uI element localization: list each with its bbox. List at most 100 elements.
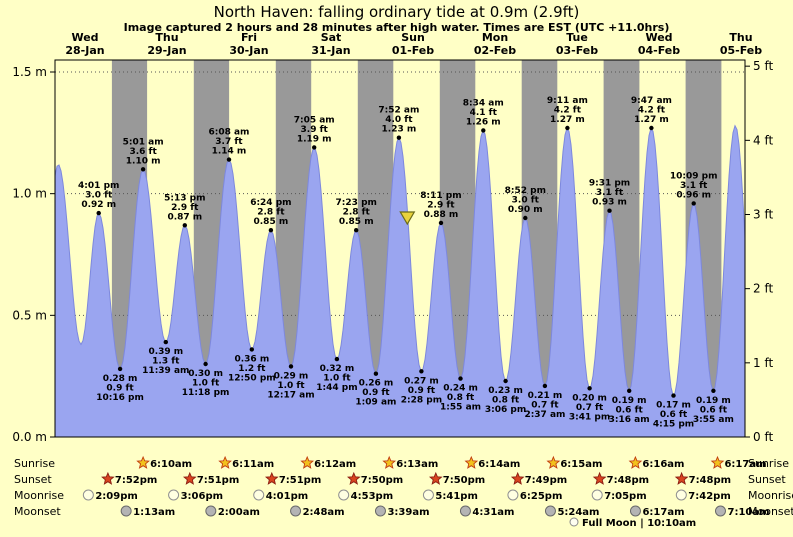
sunrise-star-icon bbox=[136, 455, 150, 469]
low-tide-label-line: 0.6 ft bbox=[700, 405, 728, 415]
sunrise-star-icon bbox=[464, 455, 479, 469]
low-tide-label-line: 12:17 am bbox=[267, 390, 314, 400]
low-tide-label-line: 0.9 ft bbox=[408, 386, 436, 396]
moonrise-moon-icon bbox=[168, 489, 180, 501]
high-tide-label-line: 0.96 m bbox=[676, 190, 711, 200]
tide-extreme-dot bbox=[334, 356, 340, 362]
low-tide-label-line: 3:41 pm bbox=[569, 412, 610, 422]
y-axis-left-label: 0.5 m bbox=[12, 308, 47, 322]
y-axis-right-label: 0 ft bbox=[753, 430, 773, 444]
high-tide-label-line: 0.85 m bbox=[254, 217, 289, 227]
high-tide-label-line: 3.0 ft bbox=[512, 196, 540, 206]
moonset-moon-icon bbox=[120, 505, 132, 517]
tide-area bbox=[55, 125, 745, 437]
astro-time: 7:48pm bbox=[607, 475, 649, 486]
low-tide-label-line: 3:55 am bbox=[693, 415, 734, 425]
tide-extreme-dot bbox=[396, 135, 402, 140]
low-tide-label-line: 0.9 ft bbox=[106, 383, 134, 393]
low-tide-label-line: 1.2 ft bbox=[238, 364, 266, 374]
high-tide-label-line: 1.26 m bbox=[466, 117, 501, 127]
tide-extreme-dot bbox=[312, 145, 317, 150]
sunrise-star-icon bbox=[628, 455, 643, 469]
tide-extreme-dot bbox=[249, 347, 254, 352]
astro-time: 1:13am bbox=[133, 507, 175, 518]
high-tide-label-line: 7:52 am bbox=[378, 106, 419, 116]
day-label-weekday: Wed bbox=[71, 31, 98, 44]
astro-row-label-left: Moonset bbox=[14, 505, 61, 518]
tide-extreme-dot bbox=[438, 220, 444, 226]
y-axis-right-label: 2 ft bbox=[753, 282, 773, 296]
tide-extreme-dot bbox=[523, 215, 528, 221]
high-tide-label-line: 3.6 ft bbox=[129, 147, 157, 157]
tide-extreme-dot bbox=[163, 339, 168, 345]
high-tide-label-line: 1.14 m bbox=[212, 147, 247, 157]
day-label-weekday: Tue bbox=[566, 31, 588, 44]
moonset-moon-icon bbox=[714, 505, 726, 517]
plot-frame bbox=[54, 59, 746, 438]
astro-time: 7:48pm bbox=[689, 475, 731, 486]
astro-time: 6:16am bbox=[642, 459, 684, 470]
moonset-moon-icon bbox=[459, 505, 471, 517]
low-tide-label-line: 0.9 ft bbox=[362, 388, 390, 398]
moonrise-moon-icon bbox=[591, 489, 603, 501]
moonrise-moon-icon bbox=[82, 489, 94, 501]
high-tide-label-line: 8:52 pm bbox=[505, 186, 546, 196]
tide-extreme-dot bbox=[182, 223, 187, 228]
low-tide-label-line: 0.32 m bbox=[320, 364, 355, 374]
tide-extreme-dot bbox=[627, 388, 632, 393]
low-tide-label-line: 0.17 m bbox=[656, 401, 691, 411]
y-axis-left-label: 0.0 m bbox=[12, 430, 47, 444]
high-tide-label-line: 10:09 pm bbox=[670, 171, 718, 181]
high-tide-label-line: 4.0 ft bbox=[385, 115, 413, 125]
high-tide-label-line: 3.9 ft bbox=[301, 125, 329, 135]
low-tide-label-line: 0.20 m bbox=[572, 393, 607, 403]
sunrise-star-icon bbox=[710, 455, 725, 469]
high-tide-label-line: 7:23 pm bbox=[336, 198, 377, 208]
moonset-moon-icon bbox=[205, 505, 217, 517]
tide-extreme-dot bbox=[226, 157, 232, 162]
astro-time: 7:52pm bbox=[115, 475, 157, 486]
astro-time: 3:06pm bbox=[181, 491, 223, 502]
low-tide-label-line: 0.36 m bbox=[234, 354, 269, 364]
moon-phase-note: Full Moon | 10:10am bbox=[582, 518, 696, 529]
tide-extreme-dot bbox=[117, 366, 123, 372]
tide-extreme-dot bbox=[587, 386, 592, 391]
low-tide-label-line: 1:55 am bbox=[440, 403, 481, 413]
low-tide-label-line: 1:09 am bbox=[355, 398, 396, 408]
tide-extreme-dot bbox=[373, 371, 379, 376]
y-axis-right-label: 5 ft bbox=[753, 59, 773, 73]
tide-extreme-dot bbox=[288, 364, 294, 369]
sunrise-star-icon bbox=[546, 455, 561, 469]
low-tide-label-line: 3:16 am bbox=[609, 415, 650, 425]
low-tide-label-line: 4:15 pm bbox=[653, 420, 694, 430]
low-tide-label-line: 0.30 m bbox=[188, 369, 223, 379]
high-tide-label-line: 4.2 ft bbox=[554, 105, 582, 115]
day-label-date: 02-Feb bbox=[474, 44, 516, 57]
day-label-weekday: Thu bbox=[729, 31, 752, 44]
day-label-weekday: Sat bbox=[321, 31, 342, 44]
tide-extreme-dot bbox=[140, 167, 146, 172]
astro-time: 7:50pm bbox=[443, 475, 485, 486]
low-tide-label-line: 0.8 ft bbox=[447, 393, 475, 403]
low-tide-label-line: 0.6 ft bbox=[660, 410, 688, 420]
tide-extreme-dot bbox=[503, 378, 508, 384]
moonset-moon-icon bbox=[290, 505, 302, 517]
high-tide-label-line: 2.9 ft bbox=[171, 203, 199, 213]
y-axis-right-label: 4 ft bbox=[753, 133, 773, 147]
astro-row-label-left: Moonrise bbox=[14, 489, 64, 502]
astro-time: 6:10am bbox=[150, 459, 192, 470]
low-tide-label-line: 0.8 ft bbox=[492, 396, 520, 406]
low-tide-label-line: 1.3 ft bbox=[152, 357, 180, 367]
day-label-weekday: Mon bbox=[482, 31, 508, 44]
astro-time: 3:39am bbox=[387, 507, 429, 518]
high-tide-label-line: 0.87 m bbox=[167, 212, 202, 222]
high-tide-label-line: 0.90 m bbox=[508, 205, 543, 215]
low-tide-label-line: 0.7 ft bbox=[576, 403, 604, 413]
high-tide-label-line: 3.0 ft bbox=[85, 191, 113, 201]
astro-row-label-right: Sunrise bbox=[748, 457, 789, 470]
high-tide-label-line: 9:47 am bbox=[631, 96, 672, 106]
low-tide-label-line: 0.27 m bbox=[404, 376, 439, 386]
astro-time: 7:51pm bbox=[279, 475, 321, 486]
low-tide-label-line: 0.19 m bbox=[612, 396, 647, 406]
